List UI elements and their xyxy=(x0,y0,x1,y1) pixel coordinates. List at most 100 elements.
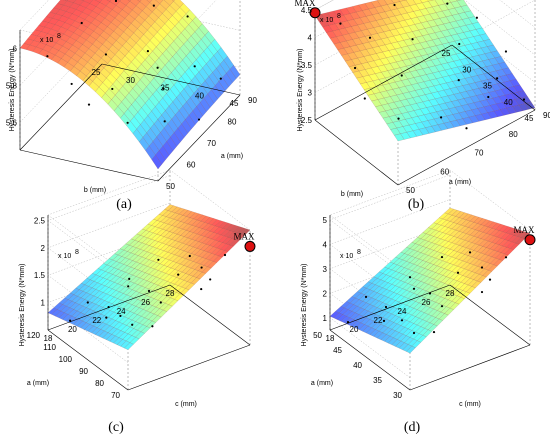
z-scale-factor: x 10 xyxy=(340,253,353,260)
data-point xyxy=(368,36,372,39)
surface-cell xyxy=(151,154,162,170)
z-tick-labels: 5.6 5.8 6 xyxy=(6,44,18,127)
surface-cell xyxy=(115,285,126,293)
z-tick-label: 2 xyxy=(323,289,328,298)
base-edge xyxy=(47,329,129,391)
y-tick-label: 50 xyxy=(166,182,175,191)
z-tick-label: 3.5 xyxy=(301,61,313,70)
surface-cell xyxy=(162,223,172,231)
x-tick-label: 45 xyxy=(230,99,239,108)
data-points xyxy=(46,0,222,124)
data-point xyxy=(146,50,149,53)
surface-cell xyxy=(376,287,387,295)
surface-cell xyxy=(360,302,371,310)
surface-cell xyxy=(393,133,405,142)
surface-mesh xyxy=(314,0,536,142)
data-point xyxy=(440,305,444,308)
surface-mesh xyxy=(47,204,251,350)
data-point xyxy=(400,319,404,322)
surface-mesh xyxy=(19,0,241,170)
surface-cell xyxy=(169,212,180,220)
panel-label: (c) xyxy=(108,420,124,435)
surface-cell xyxy=(426,300,436,308)
surface-cell xyxy=(171,220,182,227)
surface-cell xyxy=(427,0,435,2)
data-point xyxy=(107,306,110,309)
panel-label: (b) xyxy=(408,197,425,212)
surface-cell xyxy=(378,325,389,334)
surface-cell xyxy=(129,337,140,345)
data-points xyxy=(69,253,227,328)
data-point xyxy=(188,254,191,258)
panel-b: MAX 2.5 3 3.5 4 4.5 25 30 35 40 45 50 60 70 80 90 b (mm)… xyxy=(294,0,550,212)
data-point xyxy=(480,266,484,269)
base-edge xyxy=(314,44,453,121)
surface-cell xyxy=(196,102,207,117)
axes-box xyxy=(314,10,536,186)
surface-cell xyxy=(471,280,482,289)
base-edge xyxy=(314,119,399,186)
surface-cell xyxy=(436,289,447,298)
data-point xyxy=(384,305,388,309)
z-tick-label: 1 xyxy=(323,314,328,323)
x-tick-label: 18 xyxy=(326,334,335,343)
surface-cell xyxy=(91,327,102,335)
x-tick-label: 22 xyxy=(374,316,383,325)
surface-cell xyxy=(132,241,143,249)
z-tick-label: 4.5 xyxy=(301,6,313,15)
x-axis-label: c (mm) xyxy=(175,401,197,408)
surface-cell xyxy=(101,279,111,287)
data-point xyxy=(70,82,73,86)
data-point xyxy=(193,65,196,68)
z-tick-label: 3 xyxy=(308,89,313,98)
surface-cell xyxy=(176,228,187,236)
max-marker xyxy=(524,234,536,246)
surface-cell xyxy=(386,298,396,306)
max-label: MAX xyxy=(233,231,255,241)
x-tick-label: 28 xyxy=(446,289,455,298)
y-tick-labels: 50 60 70 80 90 xyxy=(166,96,257,191)
surface-cell xyxy=(151,300,162,308)
x-tick-label: 26 xyxy=(422,298,431,307)
surface-cell xyxy=(203,259,214,267)
data-point xyxy=(157,258,160,261)
surface-cell xyxy=(456,0,462,2)
surface-cell xyxy=(174,235,185,243)
data-point xyxy=(412,331,416,335)
surface-mesh xyxy=(329,207,531,354)
base-edge xyxy=(169,284,251,346)
surface-cell xyxy=(192,270,203,278)
y-axis-label: a (mm) xyxy=(221,153,243,160)
y-tick-label: 80 xyxy=(95,379,104,388)
data-point xyxy=(457,79,460,82)
surface-cell xyxy=(152,270,163,278)
base-edge xyxy=(451,44,536,111)
box-edge xyxy=(19,0,49,31)
surface-cell xyxy=(97,263,108,271)
x-axis-label: b (mm) xyxy=(341,191,363,198)
surface-cell xyxy=(456,118,467,127)
surface-cell xyxy=(137,324,147,333)
surface-cell xyxy=(400,304,411,313)
surface-cell xyxy=(427,324,438,332)
z-tick-label: 2 xyxy=(41,244,46,253)
data-point xyxy=(393,3,396,7)
surface-cell xyxy=(418,268,429,276)
surface-cell xyxy=(455,297,465,305)
surface-cell xyxy=(349,297,360,305)
data-point xyxy=(152,4,155,7)
surface-cell xyxy=(464,263,474,271)
data-point xyxy=(353,66,357,70)
surface-cell xyxy=(436,260,447,268)
surface-cell xyxy=(518,103,530,112)
x-tick-label: 35 xyxy=(161,84,170,93)
z-tick-label: 1 xyxy=(41,299,46,308)
surface-cell xyxy=(438,313,449,321)
y-tick-label: 35 xyxy=(373,376,382,385)
y-tick-label: 70 xyxy=(475,149,484,158)
max-marker xyxy=(244,240,256,252)
data-point xyxy=(80,21,83,25)
surface-cell xyxy=(60,305,71,314)
max-label: MAX xyxy=(513,225,535,235)
surface-cell xyxy=(86,273,97,281)
